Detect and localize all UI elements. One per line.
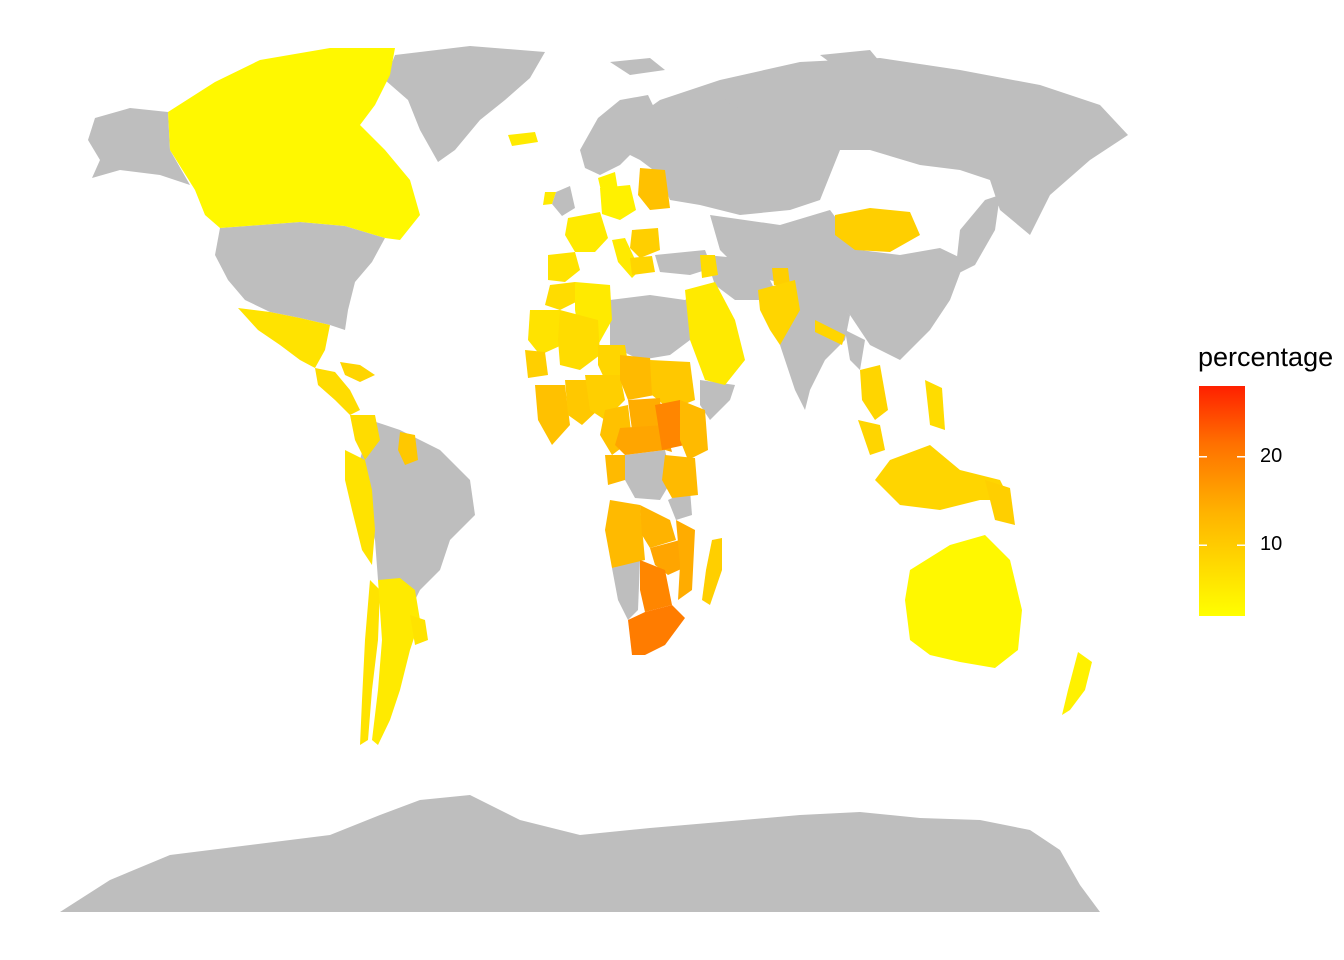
region-philippines xyxy=(925,380,945,430)
legend-colorbar xyxy=(1199,386,1245,616)
legend-title: percentage xyxy=(1198,342,1334,372)
land-usa xyxy=(215,222,385,330)
region-kenya xyxy=(680,400,708,460)
region-romania xyxy=(630,228,660,258)
land-uk xyxy=(552,186,575,216)
land-horn xyxy=(700,380,735,420)
region-malaysia xyxy=(858,420,885,455)
region-drc xyxy=(615,425,672,455)
region-south-africa xyxy=(628,605,685,655)
region-botswana xyxy=(640,560,672,612)
region-uganda xyxy=(655,400,685,450)
region-car xyxy=(628,398,662,430)
land-greenland xyxy=(385,46,545,162)
region-caribbean xyxy=(340,362,375,382)
land-antarctica xyxy=(60,795,1100,912)
legend-tick-label: 20 xyxy=(1260,444,1283,467)
region-mexico xyxy=(238,308,330,368)
region-iceland xyxy=(508,132,538,146)
region-armenia xyxy=(772,268,790,285)
region-bulgaria xyxy=(630,256,655,275)
land-south-america xyxy=(360,420,475,612)
no-data-land xyxy=(60,46,1128,912)
region-mauritania xyxy=(528,310,562,355)
region-latvia xyxy=(638,168,670,210)
region-zambia xyxy=(640,505,676,548)
land-namibia xyxy=(612,560,640,620)
region-cote-ivoire xyxy=(535,385,570,445)
legend-tick-label: 10 xyxy=(1260,533,1283,556)
region-mozambique xyxy=(676,520,695,600)
land-iran xyxy=(705,255,775,300)
region-chile xyxy=(360,580,380,745)
region-chad xyxy=(620,355,655,400)
region-canada xyxy=(168,48,420,240)
region-mongolia xyxy=(835,208,920,252)
region-saudi-arabia xyxy=(685,282,745,385)
land-scandinavia xyxy=(580,95,660,175)
region-uruguay xyxy=(410,615,428,645)
region-gabon xyxy=(605,455,625,485)
land-japan xyxy=(955,195,1000,275)
region-pakistan xyxy=(758,280,800,345)
land-libya-egypt xyxy=(610,290,700,360)
region-syria xyxy=(700,255,718,278)
land-congo xyxy=(625,450,672,500)
region-argentina xyxy=(372,578,420,745)
region-spain xyxy=(548,252,580,282)
legend xyxy=(1199,386,1245,616)
region-new-zealand xyxy=(1062,652,1092,715)
region-guyana xyxy=(398,432,418,465)
land-alaska xyxy=(88,108,190,185)
region-thailand xyxy=(860,365,888,420)
region-tanzania xyxy=(662,455,698,498)
region-central-america xyxy=(315,368,360,415)
region-senegal xyxy=(525,350,548,378)
region-france xyxy=(565,212,608,252)
region-australia xyxy=(905,535,1022,668)
region-png xyxy=(985,480,1015,525)
region-mali xyxy=(558,310,600,370)
region-ireland xyxy=(543,192,556,205)
land-china xyxy=(710,210,965,360)
region-indonesia xyxy=(875,445,1010,510)
region-colombia xyxy=(350,415,380,460)
region-norway xyxy=(598,172,618,195)
land-myanmar xyxy=(845,330,865,370)
region-peru xyxy=(345,450,375,565)
region-germany xyxy=(600,185,636,220)
region-madagascar xyxy=(702,538,722,605)
region-sudan xyxy=(650,360,695,410)
region-nepal xyxy=(815,320,845,345)
land-turkey xyxy=(655,250,712,275)
region-angola xyxy=(605,500,645,568)
region-morocco xyxy=(545,282,580,310)
